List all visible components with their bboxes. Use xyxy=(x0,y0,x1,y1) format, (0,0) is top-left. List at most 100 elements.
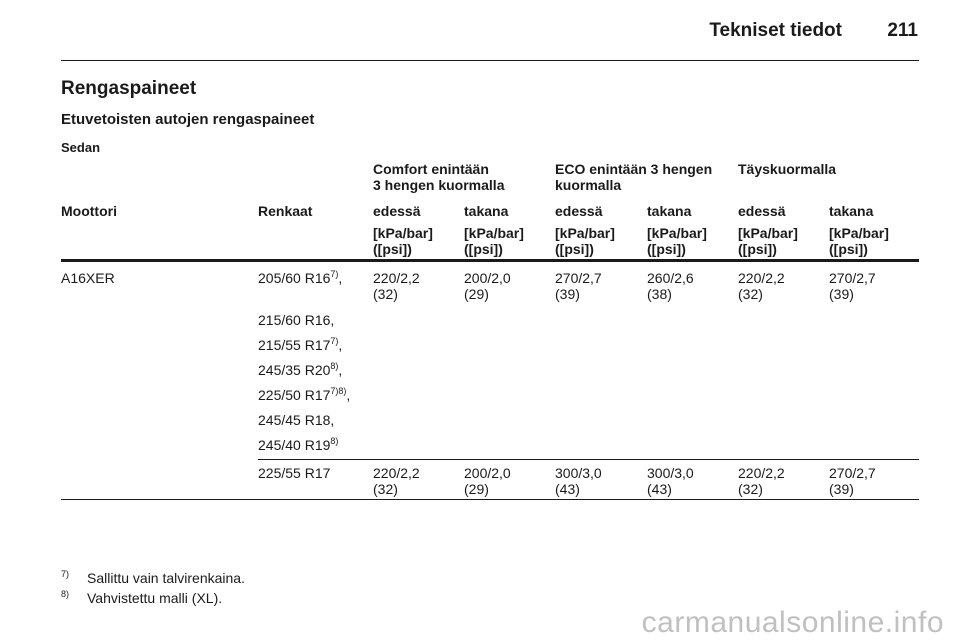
column-header-engine: Moottori xyxy=(61,203,117,219)
unit-header: [kPa/bar] ([psi]) xyxy=(829,225,889,257)
tyre-separator: , xyxy=(330,412,335,428)
pressure-cell: 270/2,7 (39) xyxy=(829,465,876,497)
unit-kpa-bar: [kPa/bar] xyxy=(373,225,433,241)
unit-psi: ([psi]) xyxy=(464,241,503,257)
footnote-7: 7) Sallittu vain talvirenkaina. xyxy=(61,569,245,587)
tyre-separator: , xyxy=(330,312,335,328)
pressure-value: 220/2,2 xyxy=(738,465,785,481)
group-header-full-load: Täyskuormalla xyxy=(738,161,837,177)
unit-psi: ([psi]) xyxy=(555,241,594,257)
unit-kpa-bar: [kPa/bar] xyxy=(738,225,798,241)
table-header-rule xyxy=(61,259,919,262)
unit-psi: ([psi]) xyxy=(647,241,686,257)
group-header-comfort: Comfort enintään 3 hengen kuormalla xyxy=(373,161,504,193)
site-watermark: carmanualsonline.info xyxy=(641,606,944,639)
group-header-eco-line1: ECO enintään 3 hengen xyxy=(555,161,713,177)
header-divider xyxy=(61,60,919,61)
footnote-ref: 7) xyxy=(330,336,339,346)
tyre-size: 205/60 R16 xyxy=(258,270,331,286)
pressure-psi: (29) xyxy=(464,286,489,302)
footnote-text: Sallittu vain talvirenkaina. xyxy=(87,570,245,586)
tyre-size: 245/35 R20 xyxy=(258,362,331,378)
column-header-front: edessä xyxy=(373,203,421,219)
pressure-psi: (38) xyxy=(647,286,672,302)
pressure-psi: (32) xyxy=(738,286,763,302)
footnote-text: Vahvistettu malli (XL). xyxy=(87,590,223,606)
pressure-cell: 270/2,7 (39) xyxy=(829,270,876,302)
chapter-title: Tekniset tiedot xyxy=(709,20,842,41)
unit-kpa-bar: [kPa/bar] xyxy=(555,225,615,241)
table-bottom-rule xyxy=(61,499,919,500)
unit-kpa-bar: [kPa/bar] xyxy=(647,225,707,241)
group-header-comfort-line1: Comfort enintään xyxy=(373,161,489,177)
tyre-size: 245/40 R19 xyxy=(258,437,331,453)
pressure-cell: 200/2,0 (29) xyxy=(464,270,511,302)
pressure-psi: (32) xyxy=(738,481,763,497)
footnote-8: 8) Vahvistettu malli (XL). xyxy=(61,590,222,607)
pressure-cell: 220/2,2 (32) xyxy=(373,270,420,302)
unit-psi: ([psi]) xyxy=(829,241,868,257)
group-header-eco: ECO enintään 3 hengen kuormalla xyxy=(555,161,712,193)
tyre-cell: 225/50 R177)8), xyxy=(258,386,350,404)
footnote-ref: 8) xyxy=(330,361,339,371)
tyre-cell: 215/55 R177), xyxy=(258,336,343,354)
pressure-psi: (39) xyxy=(829,286,854,302)
tyre-cell: 245/40 R198) xyxy=(258,436,339,454)
pressure-cell: 260/2,6 (38) xyxy=(647,270,694,302)
pressure-psi: (43) xyxy=(647,481,672,497)
pressure-value: 270/2,7 xyxy=(829,270,876,286)
body-type-label: Sedan xyxy=(61,140,101,155)
pressure-psi: (39) xyxy=(829,481,854,497)
pressure-value: 270/2,7 xyxy=(829,465,876,481)
pressure-value: 270/2,7 xyxy=(555,270,602,286)
unit-header: [kPa/bar] ([psi]) xyxy=(373,225,433,257)
pressure-value: 300/3,0 xyxy=(555,465,602,481)
column-header-front: edessä xyxy=(555,203,603,219)
tyre-size: 215/55 R17 xyxy=(258,337,331,353)
pressure-value: 220/2,2 xyxy=(373,465,420,481)
unit-kpa-bar: [kPa/bar] xyxy=(829,225,889,241)
pressure-psi: (43) xyxy=(555,481,580,497)
tyre-cell: 245/35 R208), xyxy=(258,361,343,379)
tyre-cell: 205/60 R167), xyxy=(258,269,342,287)
group-header-eco-line2: kuormalla xyxy=(555,177,622,193)
column-header-rear: takana xyxy=(829,203,874,219)
pressure-value: 220/2,2 xyxy=(738,270,785,286)
footnote-ref: 7) xyxy=(330,269,339,279)
pressure-value: 200/2,0 xyxy=(464,465,511,481)
tyre-size: 215/60 R16 xyxy=(258,312,331,328)
pressure-psi: (32) xyxy=(373,286,398,302)
pressure-cell: 220/2,2 (32) xyxy=(738,465,785,497)
tyre-separator: , xyxy=(338,362,343,378)
row-divider xyxy=(258,459,919,460)
column-header-rear: takana xyxy=(464,203,509,219)
pressure-value: 200/2,0 xyxy=(464,270,511,286)
pressure-psi: (29) xyxy=(464,481,489,497)
pressure-cell: 270/2,7 (39) xyxy=(555,270,602,302)
section-subtitle: Etuvetoisten autojen rengaspaineet xyxy=(61,111,315,128)
footnote-ref: 7)8) xyxy=(330,386,347,396)
tyre-size: 245/45 R18 xyxy=(258,412,331,428)
pressure-value: 260/2,6 xyxy=(647,270,694,286)
group-header-comfort-line2: 3 hengen kuormalla xyxy=(373,177,505,193)
pressure-value: 220/2,2 xyxy=(373,270,420,286)
pressure-cell: 200/2,0 (29) xyxy=(464,465,511,497)
footnote-ref: 8) xyxy=(330,436,339,446)
footnote-mark: 7) xyxy=(61,569,70,579)
tyre-separator: , xyxy=(338,337,343,353)
tyre-cell: 215/60 R16, xyxy=(258,312,334,328)
pressure-psi: (32) xyxy=(373,481,398,497)
pressure-cell: 300/3,0 (43) xyxy=(647,465,694,497)
pressure-value: 300/3,0 xyxy=(647,465,694,481)
unit-kpa-bar: [kPa/bar] xyxy=(464,225,524,241)
unit-header: [kPa/bar] ([psi]) xyxy=(464,225,524,257)
page-number: 211 xyxy=(887,20,918,41)
tyre-cell: 225/55 R17 xyxy=(258,465,331,481)
unit-header: [kPa/bar] ([psi]) xyxy=(555,225,615,257)
unit-header: [kPa/bar] ([psi]) xyxy=(647,225,707,257)
pressure-cell: 220/2,2 (32) xyxy=(373,465,420,497)
column-header-tyres: Renkaat xyxy=(258,203,313,219)
unit-psi: ([psi]) xyxy=(373,241,412,257)
engine-cell: A16XER xyxy=(61,270,115,286)
unit-psi: ([psi]) xyxy=(738,241,777,257)
